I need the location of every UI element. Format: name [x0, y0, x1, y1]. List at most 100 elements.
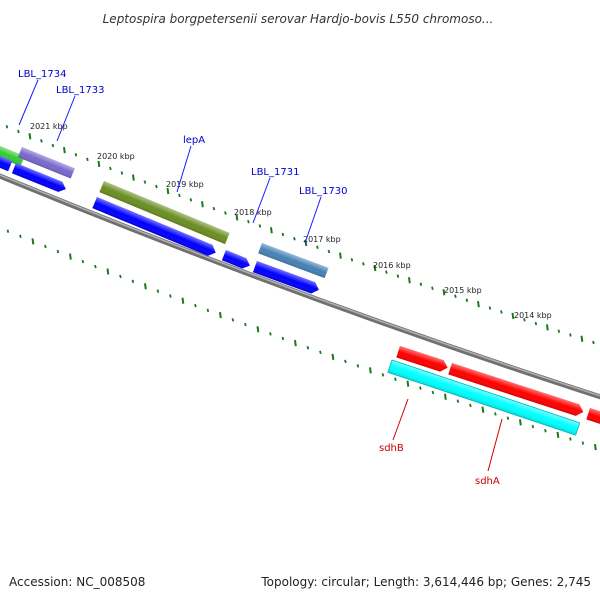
- gene-feature-blue[interactable]: [0, 151, 13, 172]
- gene-feature-LBL_1734[interactable]: [0, 144, 25, 167]
- tick-mark: [519, 419, 522, 426]
- tick-mark: [120, 171, 124, 175]
- gene-feature-lepA[interactable]: [99, 181, 230, 245]
- tick-mark: [454, 294, 457, 298]
- tick-mark: [556, 431, 560, 438]
- tick-mark: [156, 289, 160, 293]
- tick-mark: [544, 428, 547, 433]
- tick-mark: [219, 311, 222, 319]
- tick-mark: [69, 253, 72, 260]
- tick-mark: [270, 227, 273, 234]
- tick-mark: [523, 317, 526, 322]
- tick-mark: [531, 424, 535, 429]
- gene-label-lepA[interactable]: lepA: [183, 135, 205, 146]
- tick-mark: [356, 364, 360, 368]
- tick-mark: [511, 312, 515, 319]
- tick-mark: [40, 139, 43, 143]
- gene-feature-red[interactable]: [586, 408, 600, 429]
- tick-mark: [231, 318, 235, 322]
- tick-mark: [194, 303, 197, 308]
- tick-mark: [109, 166, 112, 171]
- tick-mark: [86, 157, 89, 162]
- tick-mark: [132, 174, 135, 181]
- tick-mark: [431, 286, 434, 291]
- tick-mark: [594, 444, 597, 451]
- tick-mark: [306, 346, 310, 350]
- tick-mark: [106, 268, 110, 275]
- tick-mark: [143, 180, 147, 184]
- tick-mark: [6, 229, 10, 233]
- tick-mark: [316, 245, 319, 249]
- forward-strand-features: [0, 144, 600, 429]
- tick-mark: [456, 399, 460, 403]
- gene-feature-red[interactable]: [396, 346, 449, 373]
- tick-mark: [212, 206, 216, 211]
- tick-mark: [51, 143, 55, 148]
- tick-mark: [19, 234, 22, 239]
- gene-feature-LBL_1730[interactable]: [252, 261, 321, 296]
- gene-feature-LBL_1731[interactable]: [258, 243, 329, 279]
- tick-mark: [344, 359, 347, 364]
- tick-mark: [494, 412, 497, 416]
- gene-labels: LBL_1734 LBL_1733 lepA LBL_1731 LBL_1730…: [18, 69, 503, 487]
- tick-mark: [506, 416, 510, 420]
- gene-feature-LBL_1733[interactable]: [17, 147, 75, 179]
- tick-mark: [169, 294, 172, 298]
- tick-label: 2021 kbp: [30, 122, 68, 131]
- tick-mark: [294, 340, 297, 347]
- gene-label-LBL_1730[interactable]: LBL_1730: [299, 186, 347, 197]
- tick-mark: [56, 249, 60, 254]
- tick-mark: [394, 377, 397, 382]
- tick-mark: [331, 353, 335, 361]
- tick-label: 2014 kbp: [514, 311, 552, 320]
- tick-mark: [546, 324, 549, 331]
- tick-mark: [319, 350, 322, 355]
- tick-mark: [244, 322, 247, 327]
- tick-mark: [81, 259, 85, 264]
- tick-mark: [97, 160, 101, 168]
- tick-mark: [201, 201, 204, 208]
- tick-label: 2017 kbp: [303, 235, 341, 244]
- genome-summary-text: Topology: circular; Length: 3,614,446 bp…: [260, 575, 591, 589]
- tick-mark: [592, 340, 595, 345]
- gene-label-sdhA[interactable]: sdhA: [475, 476, 500, 487]
- tick-mark: [419, 282, 423, 286]
- tick-mark: [74, 153, 78, 157]
- tick-mark: [442, 289, 446, 296]
- tick-mark: [281, 336, 285, 341]
- reverse-strand-features: [0, 151, 581, 436]
- tick-mark: [235, 214, 239, 221]
- tick-mark: [580, 335, 584, 342]
- gene-label-sdhB[interactable]: sdhB: [379, 443, 404, 454]
- gene-feature-blue[interactable]: [92, 197, 218, 258]
- gene-feature-blue[interactable]: [11, 163, 68, 194]
- tick-mark: [488, 306, 492, 310]
- tick-mark: [269, 332, 272, 336]
- tick-mark: [281, 232, 285, 237]
- accession-text: Accession: NC_008508: [9, 575, 145, 589]
- tick-mark: [247, 219, 250, 224]
- tick-mark: [396, 274, 400, 278]
- gene-label-LBL_1733[interactable]: LBL_1733: [56, 85, 104, 96]
- gene-label-LBL_1734[interactable]: LBL_1734: [18, 69, 66, 80]
- tick-mark: [557, 329, 561, 333]
- gene-label-LBL_1731[interactable]: LBL_1731: [251, 167, 299, 178]
- tick-mark: [256, 326, 260, 333]
- tick-mark: [431, 390, 435, 395]
- map-title: Leptospira borgpetersenii serovar Hardjo…: [103, 12, 494, 26]
- tick-mark: [465, 298, 469, 302]
- gene-feature-sdhB[interactable]: [387, 359, 581, 436]
- tick-mark: [362, 262, 365, 266]
- tick-mark: [534, 321, 538, 326]
- tick-mark: [224, 211, 227, 215]
- tick-label: 2018 kbp: [234, 208, 272, 217]
- gene-feature-red[interactable]: [448, 363, 585, 418]
- gene-feature-blue[interactable]: [221, 250, 252, 271]
- tick-mark: [181, 297, 185, 304]
- tick-mark: [166, 187, 170, 195]
- tick-marks: [5, 125, 597, 451]
- tick-mark: [385, 270, 388, 274]
- tick-mark: [381, 373, 385, 377]
- tick-mark: [155, 184, 158, 189]
